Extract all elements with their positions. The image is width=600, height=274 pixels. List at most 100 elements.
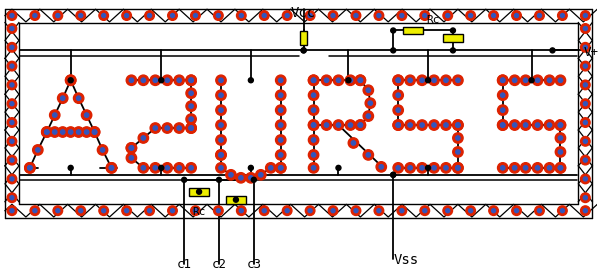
Circle shape — [581, 136, 590, 146]
Circle shape — [432, 123, 436, 127]
Circle shape — [515, 13, 518, 18]
Circle shape — [396, 108, 400, 112]
Circle shape — [489, 11, 499, 20]
Circle shape — [165, 126, 169, 130]
Circle shape — [217, 209, 220, 213]
Circle shape — [583, 177, 587, 181]
Circle shape — [583, 158, 587, 162]
Circle shape — [162, 75, 172, 85]
Circle shape — [186, 163, 196, 173]
Circle shape — [456, 136, 460, 140]
Circle shape — [278, 78, 283, 82]
Circle shape — [311, 166, 316, 170]
Circle shape — [535, 166, 540, 170]
Circle shape — [278, 166, 283, 170]
Circle shape — [68, 78, 73, 83]
Circle shape — [446, 209, 450, 213]
Circle shape — [544, 120, 554, 130]
Circle shape — [544, 75, 554, 85]
Circle shape — [515, 209, 518, 213]
Circle shape — [219, 153, 223, 157]
Circle shape — [285, 209, 289, 213]
Circle shape — [308, 75, 319, 85]
Circle shape — [355, 120, 365, 130]
Circle shape — [170, 13, 175, 18]
Circle shape — [153, 126, 157, 130]
Circle shape — [189, 166, 193, 170]
Circle shape — [285, 13, 289, 18]
Circle shape — [311, 138, 316, 142]
Circle shape — [420, 206, 430, 215]
Circle shape — [229, 173, 233, 177]
Circle shape — [557, 11, 567, 20]
Circle shape — [189, 104, 193, 108]
Circle shape — [453, 120, 463, 130]
Circle shape — [328, 11, 338, 20]
Circle shape — [216, 75, 226, 85]
Circle shape — [68, 130, 73, 134]
Circle shape — [236, 11, 246, 20]
Circle shape — [99, 11, 109, 20]
Circle shape — [99, 206, 109, 215]
Circle shape — [497, 105, 508, 115]
Circle shape — [345, 120, 356, 130]
Circle shape — [374, 206, 383, 215]
Circle shape — [219, 78, 223, 82]
Circle shape — [363, 150, 373, 160]
Circle shape — [301, 48, 306, 53]
Circle shape — [497, 90, 508, 100]
Circle shape — [278, 166, 283, 170]
Circle shape — [558, 136, 563, 140]
Circle shape — [441, 75, 451, 85]
Circle shape — [305, 206, 315, 215]
Circle shape — [523, 123, 528, 127]
Circle shape — [92, 130, 97, 134]
Circle shape — [68, 78, 73, 82]
Circle shape — [239, 209, 244, 213]
Circle shape — [512, 123, 517, 127]
Circle shape — [7, 61, 17, 71]
Circle shape — [322, 120, 332, 130]
Circle shape — [391, 172, 395, 177]
Circle shape — [374, 11, 383, 20]
Bar — [403, 27, 423, 35]
Circle shape — [41, 127, 52, 137]
Text: Vss: Vss — [393, 253, 418, 267]
Circle shape — [100, 148, 105, 152]
Circle shape — [79, 209, 83, 213]
Circle shape — [456, 123, 460, 127]
Circle shape — [558, 166, 563, 170]
Circle shape — [581, 155, 590, 165]
Circle shape — [408, 166, 412, 170]
Circle shape — [189, 78, 193, 82]
Text: Vcc: Vcc — [291, 5, 316, 20]
Circle shape — [219, 153, 223, 157]
Circle shape — [278, 93, 283, 97]
Circle shape — [456, 78, 460, 82]
Circle shape — [214, 11, 223, 20]
Circle shape — [535, 78, 540, 82]
Circle shape — [85, 130, 89, 134]
Circle shape — [535, 206, 544, 215]
Circle shape — [322, 75, 332, 85]
Circle shape — [497, 163, 508, 173]
Circle shape — [138, 163, 149, 173]
Circle shape — [219, 138, 223, 142]
Circle shape — [283, 11, 292, 20]
Text: Rc: Rc — [193, 207, 206, 217]
Circle shape — [420, 123, 424, 127]
Circle shape — [555, 147, 566, 157]
Circle shape — [193, 13, 197, 18]
Circle shape — [89, 127, 100, 137]
Circle shape — [28, 166, 32, 170]
Circle shape — [451, 28, 455, 33]
Circle shape — [53, 11, 62, 20]
Circle shape — [400, 209, 404, 213]
Circle shape — [301, 48, 306, 53]
Circle shape — [239, 13, 244, 18]
Circle shape — [500, 108, 505, 112]
Circle shape — [425, 78, 431, 83]
Circle shape — [420, 166, 424, 170]
Circle shape — [351, 141, 356, 145]
Circle shape — [7, 193, 17, 202]
